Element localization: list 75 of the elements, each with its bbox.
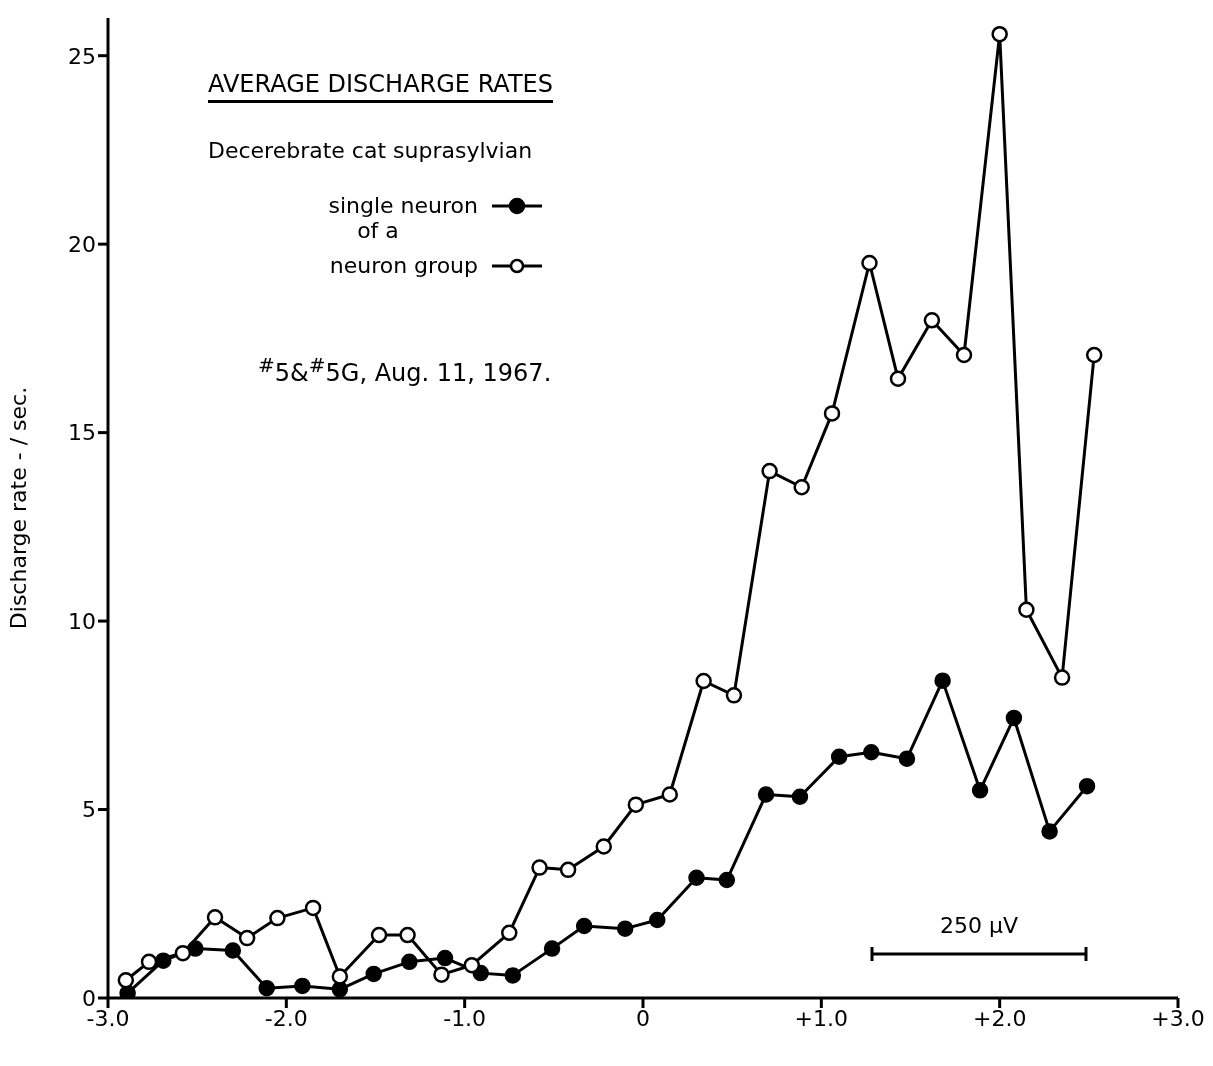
point bbox=[695, 672, 712, 690]
point bbox=[463, 956, 481, 974]
point bbox=[543, 940, 561, 957]
y-tick-label: 25 bbox=[68, 43, 96, 69]
annotation: of a bbox=[357, 218, 399, 243]
point bbox=[504, 967, 522, 984]
legend-label: neuron group bbox=[329, 253, 478, 278]
point bbox=[433, 966, 450, 983]
point bbox=[595, 838, 613, 855]
annotation: $^{#}$5&$^{#}$5G, Aug. 11, 1967. bbox=[258, 353, 552, 387]
point bbox=[1053, 669, 1071, 686]
point bbox=[531, 859, 548, 876]
point bbox=[559, 861, 577, 879]
y-tick-label: 15 bbox=[68, 420, 96, 446]
point bbox=[823, 405, 841, 422]
x-tick-label: +2.0 bbox=[972, 1005, 1027, 1031]
point bbox=[224, 942, 242, 959]
point bbox=[365, 965, 382, 983]
y-axis-title: Discharge rate - / sec. bbox=[5, 386, 31, 630]
point bbox=[661, 786, 678, 803]
point bbox=[155, 952, 172, 969]
point bbox=[688, 869, 705, 887]
point bbox=[649, 911, 666, 929]
point bbox=[117, 972, 135, 989]
x-tick-label: 0 bbox=[636, 1005, 650, 1031]
point bbox=[757, 786, 775, 803]
point bbox=[258, 979, 275, 997]
text: AVERAGE DISCHARGE RATES bbox=[208, 70, 553, 103]
point bbox=[793, 479, 810, 496]
point bbox=[830, 748, 848, 766]
x-tick-label: +1.0 bbox=[794, 1005, 849, 1031]
point bbox=[1041, 823, 1058, 840]
point bbox=[627, 796, 645, 813]
point bbox=[971, 782, 989, 799]
point bbox=[269, 909, 286, 927]
point bbox=[401, 953, 418, 971]
x-tick-label: +3.0 bbox=[1151, 1005, 1205, 1031]
x-tick-label: -1.0 bbox=[443, 1005, 487, 1031]
y-tick-label: 10 bbox=[68, 608, 96, 634]
point bbox=[238, 929, 256, 947]
annotation: 250 µV bbox=[939, 913, 1019, 938]
point bbox=[791, 788, 809, 805]
point bbox=[863, 744, 880, 761]
y-tick-label: 5 bbox=[82, 797, 96, 823]
point bbox=[501, 924, 518, 942]
point bbox=[1085, 346, 1103, 364]
y-tick-label: 20 bbox=[68, 231, 96, 257]
point bbox=[370, 926, 388, 944]
point bbox=[294, 977, 311, 995]
x-tick-label: -2.0 bbox=[264, 1005, 308, 1031]
point bbox=[1078, 777, 1096, 795]
point bbox=[725, 687, 743, 704]
point bbox=[187, 940, 204, 957]
point bbox=[923, 312, 941, 329]
point bbox=[206, 909, 224, 926]
point bbox=[575, 917, 593, 935]
point bbox=[1018, 601, 1035, 619]
point bbox=[616, 920, 634, 937]
point bbox=[436, 949, 454, 967]
point bbox=[399, 926, 416, 944]
point bbox=[934, 672, 951, 689]
point bbox=[955, 346, 973, 364]
legend-label: single neuron bbox=[328, 193, 478, 218]
point bbox=[304, 899, 322, 917]
point bbox=[331, 968, 349, 985]
point bbox=[140, 953, 158, 971]
point bbox=[761, 462, 778, 480]
point bbox=[898, 750, 916, 767]
point bbox=[174, 944, 192, 962]
point bbox=[991, 25, 1008, 43]
point bbox=[718, 871, 736, 889]
point bbox=[889, 370, 907, 387]
point bbox=[1005, 709, 1023, 727]
point bbox=[861, 254, 878, 272]
text: Decerebrate cat suprasylvian bbox=[208, 138, 533, 163]
